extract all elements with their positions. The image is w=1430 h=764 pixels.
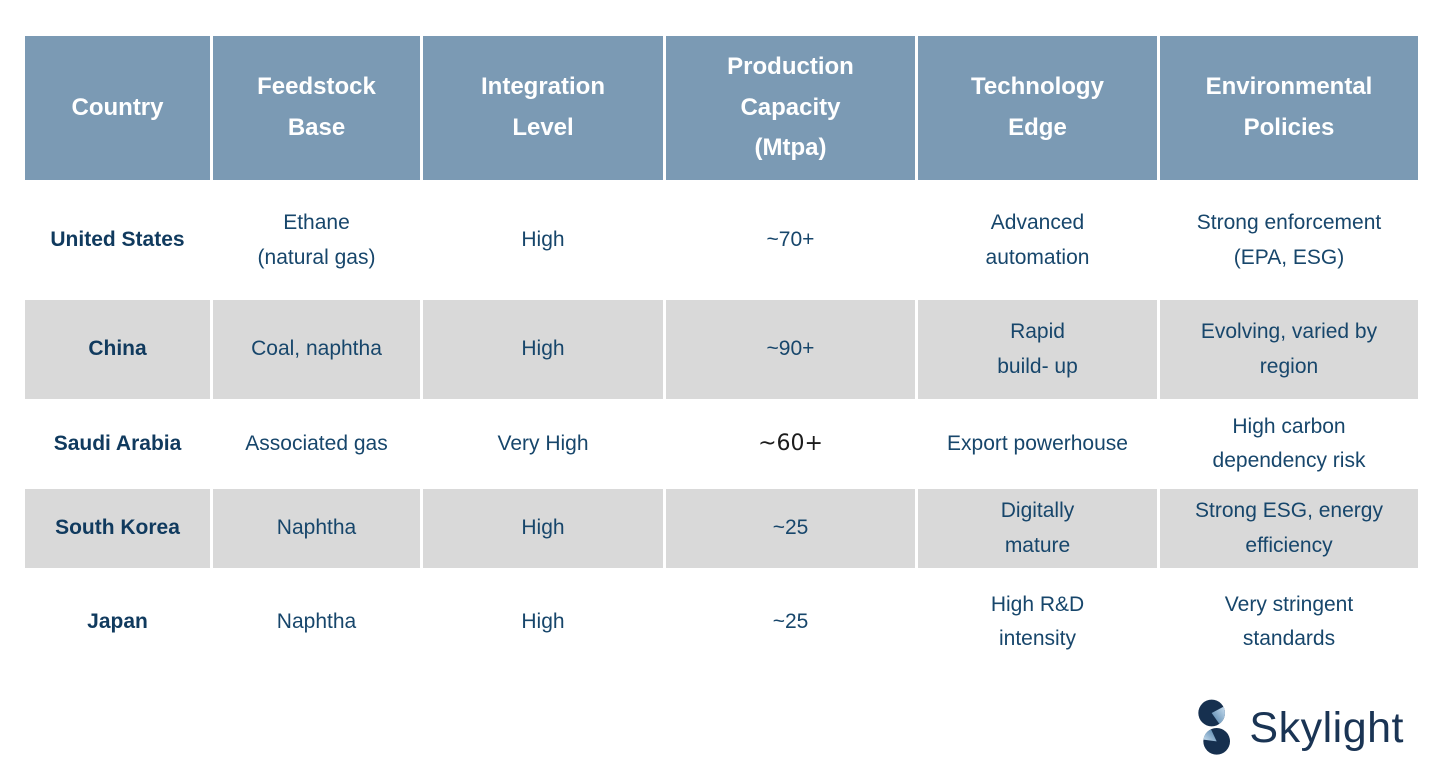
- cell-country: United States: [25, 181, 210, 300]
- cell-country: Japan: [25, 568, 210, 676]
- comparison-table: Country Feedstock Base Integration Level…: [25, 36, 1418, 676]
- header-cell-country: Country: [25, 36, 210, 180]
- cell-capacity: ~90+: [666, 300, 915, 399]
- cell-country: China: [25, 300, 210, 399]
- cell-feedstock: Naphtha: [213, 489, 420, 568]
- table-row-south-korea: South Korea Naphtha High ~25 Digitally m…: [25, 489, 1418, 568]
- cell-feedstock: Naphtha: [213, 568, 420, 676]
- skylight-logo-text: Skylight: [1249, 703, 1404, 752]
- table-row-china: China Coal, naphtha High ~90+ Rapid buil…: [25, 300, 1418, 399]
- cell-integration: Very High: [423, 399, 663, 489]
- header-cell-feedstock-base: Feedstock Base: [213, 36, 420, 180]
- cell-country: South Korea: [25, 489, 210, 568]
- cell-environmental: Strong ESG, energy efficiency: [1160, 489, 1418, 568]
- table-row-united-states: United States Ethane (natural gas) High …: [25, 181, 1418, 300]
- header-cell-technology-edge: Technology Edge: [918, 36, 1157, 180]
- cell-technology: Rapid build- up: [918, 300, 1157, 399]
- table-header-row: Country Feedstock Base Integration Level…: [25, 36, 1418, 180]
- cell-environmental: Strong enforcement (EPA, ESG): [1160, 181, 1418, 300]
- cell-technology: Digitally mature: [918, 489, 1157, 568]
- cell-technology: Advanced automation: [918, 181, 1157, 300]
- cell-capacity: ~60+: [666, 399, 915, 489]
- cell-technology: Export powerhouse: [918, 399, 1157, 489]
- cell-environmental: Very stringent standards: [1160, 568, 1418, 676]
- table-row-japan: Japan Naphtha High ~25 High R&D intensit…: [25, 568, 1418, 676]
- header-cell-environmental-policies: Environmental Policies: [1160, 36, 1418, 180]
- cell-capacity: ~70+: [666, 181, 915, 300]
- cell-environmental: Evolving, varied by region: [1160, 300, 1418, 399]
- cell-integration: High: [423, 568, 663, 676]
- cell-technology: High R&D intensity: [918, 568, 1157, 676]
- skylight-logo: Skylight: [1194, 698, 1404, 758]
- cell-feedstock: Associated gas: [213, 399, 420, 489]
- header-cell-integration-level: Integration Level: [423, 36, 663, 180]
- cell-feedstock: Ethane (natural gas): [213, 181, 420, 300]
- cell-integration: High: [423, 489, 663, 568]
- cell-capacity: ~25: [666, 489, 915, 568]
- cell-integration: High: [423, 300, 663, 399]
- cell-capacity: ~25: [666, 568, 915, 676]
- skylight-logo-icon: [1194, 698, 1236, 758]
- cell-feedstock: Coal, naphtha: [213, 300, 420, 399]
- cell-environmental: High carbon dependency risk: [1160, 399, 1418, 489]
- cell-country: Saudi Arabia: [25, 399, 210, 489]
- header-cell-production-capacity: Production Capacity (Mtpa): [666, 36, 915, 180]
- table-row-saudi-arabia: Saudi Arabia Associated gas Very High ~6…: [25, 399, 1418, 489]
- cell-integration: High: [423, 181, 663, 300]
